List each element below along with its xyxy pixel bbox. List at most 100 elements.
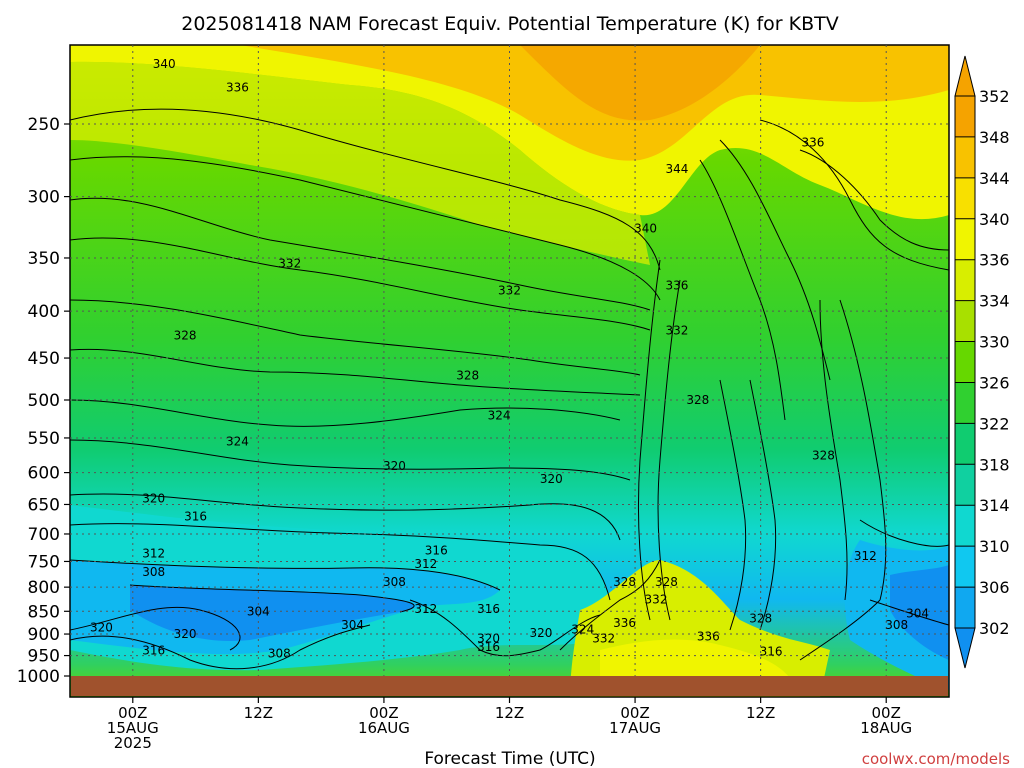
contour-label: 340 (634, 221, 657, 235)
contour-label: 316 (477, 640, 500, 654)
y-axis: 250 300 350 400 450 500 550 600 650 700 750 800 850 9… (17, 115, 70, 687)
colorbar-segment (955, 218, 975, 261)
y-tick-label: 250 (28, 115, 60, 135)
colorbar-top-arrow (954, 55, 976, 97)
x-axis-label: Forecast Time (UTC) (424, 749, 595, 768)
colorbar-label: 336 (979, 251, 1010, 270)
contour-label: 308 (142, 565, 165, 579)
contour-label: 320 (540, 472, 563, 486)
y-tick-label: 300 (28, 188, 60, 208)
colorbar-segment (955, 341, 975, 383)
colorbar-label: 340 (979, 210, 1010, 229)
x-tick-label: 16AUG (358, 719, 410, 737)
colorbar-label: 352 (979, 87, 1010, 106)
contour-label: 336 (697, 629, 720, 643)
ground-strip (71, 676, 948, 696)
contour-label: 320 (529, 626, 552, 640)
colorbar-label: 348 (979, 128, 1010, 147)
contour-label: 328 (686, 393, 709, 407)
chart-title: 2025081418 NAM Forecast Equiv. Potential… (181, 13, 839, 35)
contour-label: 320 (90, 620, 113, 634)
contour-label: 320 (383, 459, 406, 473)
colorbar-bottom-arrow (954, 627, 976, 669)
x-tick-label: 12Z (244, 704, 273, 722)
coldest-layer (130, 585, 415, 641)
colorbar-segment (955, 464, 975, 506)
contour-label: 336 (665, 278, 688, 292)
credit-text: coolwx.com/models (862, 750, 1010, 768)
contour-label: 328 (174, 328, 197, 342)
y-tick-label: 600 (28, 464, 60, 484)
colorbar-label: 330 (979, 333, 1010, 352)
y-tick-label: 400 (28, 302, 60, 322)
colorbar: 352 348 344 340 336 334 330 326 322 318 314 310 306 3… (954, 55, 1010, 669)
colorbar-segment (955, 546, 975, 588)
x-tick-label: 18AUG (860, 719, 912, 737)
y-tick-label: 450 (28, 349, 60, 369)
y-tick-label: 950 (28, 647, 60, 667)
contour-label: 304 (906, 607, 929, 621)
colorbar-segment (955, 505, 975, 547)
y-tick-label: 850 (28, 602, 60, 622)
contour-label: 312 (854, 549, 877, 563)
colorbar-label: 322 (979, 414, 1010, 433)
colorbar-label: 314 (979, 496, 1010, 515)
contour-label: 308 (885, 618, 908, 632)
contour-label: 312 (414, 557, 437, 571)
x-tick-label: 00Z (620, 704, 649, 722)
contour-labels: 3403363363443403363323323323283283283283… (90, 57, 929, 661)
y-tick-label: 900 (28, 625, 60, 645)
colorbar-segment (955, 300, 975, 343)
colorbar-label: 334 (979, 292, 1010, 311)
colorbar-label: 310 (979, 537, 1010, 556)
x-tick-label: 12Z (746, 704, 775, 722)
contour-label: 332 (665, 324, 688, 338)
contour-label: 324 (226, 435, 249, 449)
colorbar-segment (955, 136, 975, 179)
y-tick-label: 800 (28, 578, 60, 598)
contour-label: 308 (268, 646, 291, 660)
colorbar-segment (955, 259, 975, 302)
coldest-layer-right (890, 565, 949, 660)
contour-label: 320 (142, 491, 165, 505)
contour-label: 316 (425, 544, 448, 558)
contour-label: 324 (571, 623, 594, 637)
contour-label: 304 (341, 618, 364, 632)
contour-label: 336 (226, 80, 249, 94)
y-tick-label: 500 (28, 391, 60, 411)
colorbar-label: 344 (979, 169, 1010, 188)
contour-label: 316 (760, 644, 783, 658)
x-tick-label: 00Z (369, 704, 398, 722)
contour-label: 320 (477, 631, 500, 645)
x-tick-label: 15AUG (107, 719, 159, 737)
contour-label: 332 (645, 592, 668, 606)
colorbar-segment (955, 382, 975, 424)
x-tick-label: 00Z (118, 704, 147, 722)
y-tick-label: 700 (28, 525, 60, 545)
colorbar-segment (955, 177, 975, 220)
contour-label: 328 (655, 575, 678, 589)
contour-label: 312 (142, 546, 165, 560)
colorbar-segment (955, 587, 975, 629)
contour-label: 304 (247, 604, 270, 618)
contour-label: 336 (802, 136, 825, 150)
contour-label: 336 (613, 616, 636, 630)
contour-label: 332 (592, 631, 615, 645)
x-tick-label: 00Z (872, 704, 901, 722)
colorbar-label: 326 (979, 373, 1010, 392)
colorbar-segment (955, 96, 975, 138)
contour-label: 328 (812, 449, 835, 463)
contour-label: 324 (488, 409, 511, 423)
contour-label: 340 (153, 57, 176, 71)
y-tick-label: 1000 (17, 667, 60, 687)
contour-label: 316 (142, 644, 165, 658)
contour-label: 328 (613, 575, 636, 589)
colorbar-label: 318 (979, 455, 1010, 474)
contour-label: 328 (749, 611, 772, 625)
y-tick-label: 550 (28, 429, 60, 449)
warm-layer-peak (520, 45, 760, 121)
contour-label: 344 (665, 162, 688, 176)
contour-label: 328 (456, 368, 479, 382)
